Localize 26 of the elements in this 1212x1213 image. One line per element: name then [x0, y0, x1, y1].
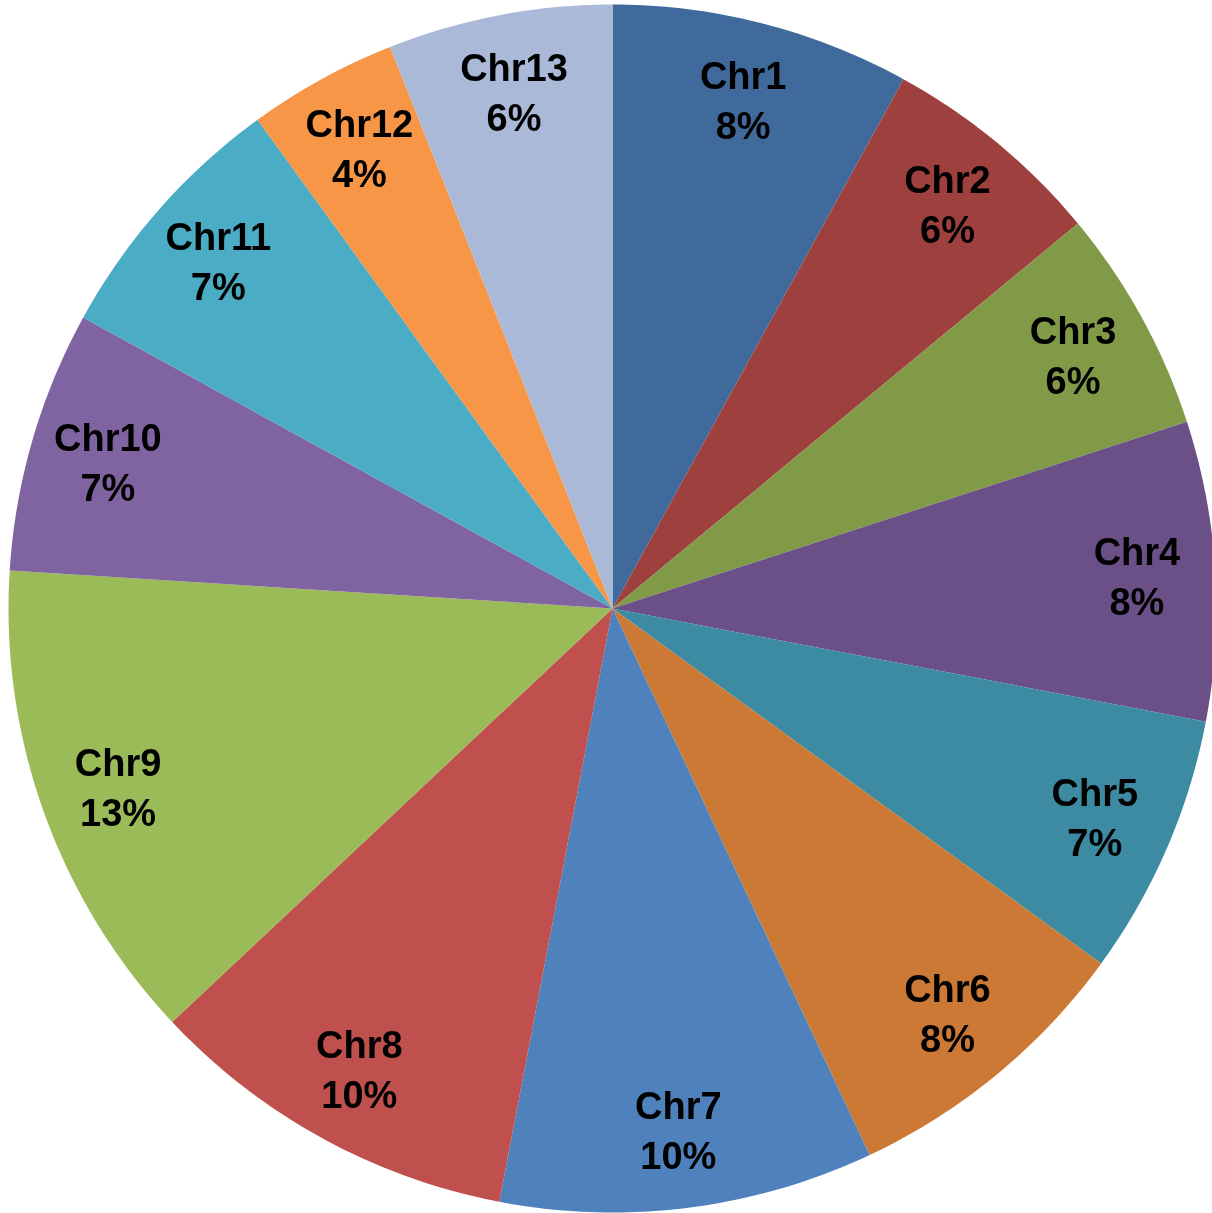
- data-label: 6%: [486, 97, 542, 140]
- slice-label: Chr13: [460, 47, 568, 90]
- slice-label: Chr1: [699, 54, 787, 97]
- slice-label: Chr8: [316, 1023, 403, 1066]
- data-label: 4%: [331, 153, 387, 196]
- slice-label: Chr9: [74, 741, 162, 784]
- data-label: 13%: [80, 791, 157, 834]
- data-label: 7%: [190, 265, 246, 308]
- data-label: 10%: [640, 1134, 717, 1177]
- data-label: 6%: [1045, 360, 1101, 403]
- slice-label: Chr12: [305, 103, 414, 146]
- slice-label: Chr3: [1029, 310, 1117, 353]
- slice-label: Chr7: [635, 1084, 722, 1127]
- data-label: 7%: [1067, 822, 1123, 865]
- slice-label: Chr10: [54, 416, 162, 459]
- data-label: 6%: [919, 208, 975, 251]
- slice-label: Chr5: [1051, 772, 1139, 815]
- slice-label: Chr2: [904, 158, 991, 201]
- data-label: 8%: [1109, 580, 1165, 623]
- data-label: 8%: [919, 1018, 975, 1061]
- slice-label: Chr4: [1093, 530, 1181, 573]
- data-label: 10%: [321, 1073, 398, 1116]
- slice-label: Chr11: [165, 215, 272, 258]
- data-label: 7%: [80, 466, 136, 509]
- slice-label: Chr6: [904, 968, 991, 1011]
- data-label: 8%: [715, 104, 771, 147]
